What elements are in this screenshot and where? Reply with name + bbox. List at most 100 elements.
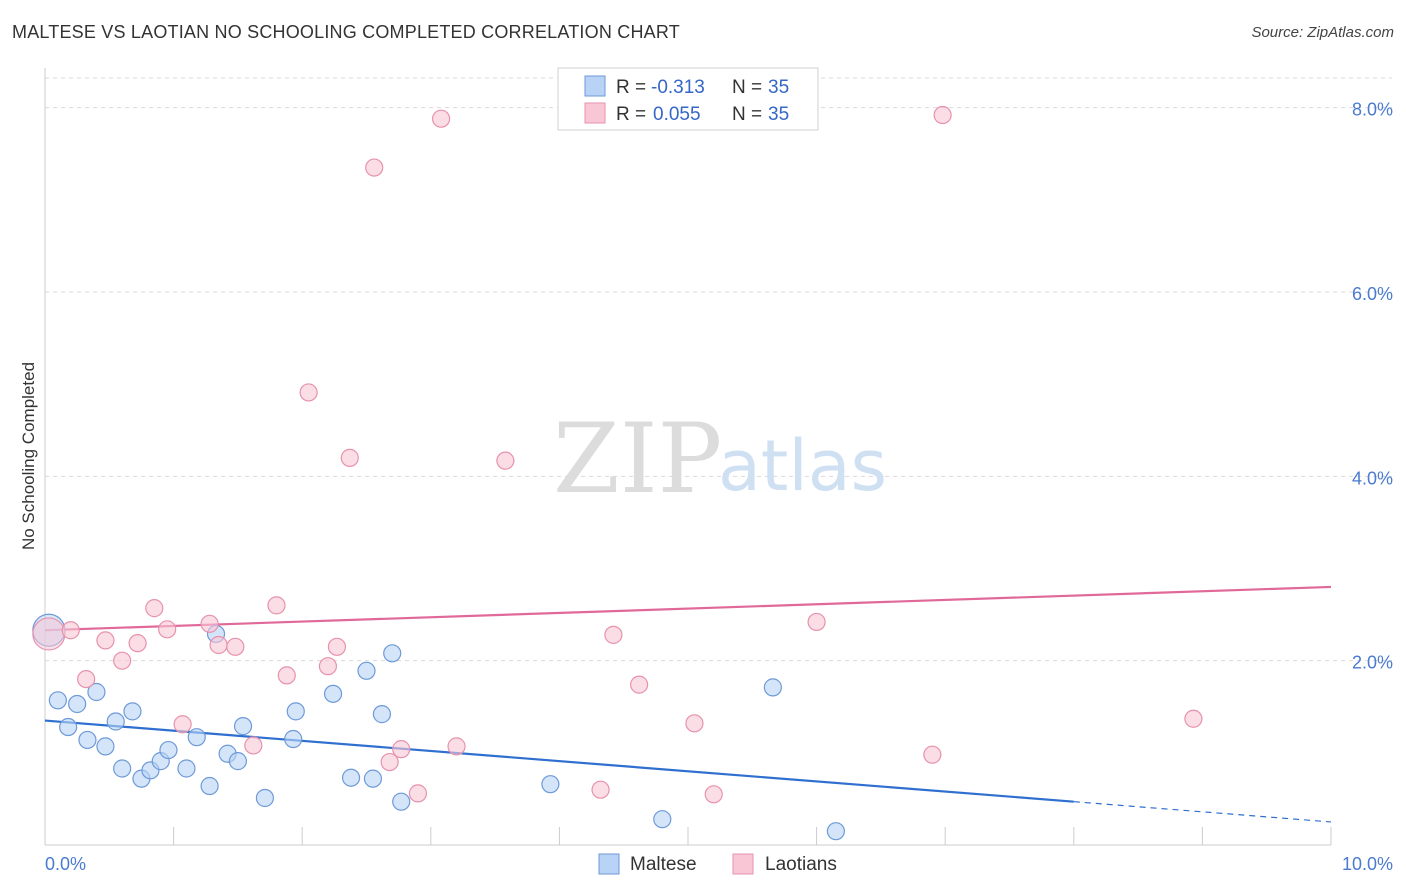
laotian-point (704, 785, 723, 804)
laotian-point (32, 617, 66, 651)
grid-layer (45, 77, 1392, 662)
laotian-point (318, 657, 338, 676)
correlation-legend: R = -0.313 N = 35 R = 0.055 N = 35 (557, 67, 819, 131)
legend-r-value-laotians: 0.055 (653, 104, 701, 125)
source-label: Source: ZipAtlas.com (1251, 24, 1394, 41)
legend-r-value-maltese: -0.313 (651, 77, 705, 98)
maltese-point (372, 705, 392, 724)
maltese-point (123, 702, 142, 721)
chart-title: MALTESE VS LAOTIAN NO SCHOOLING COMPLETE… (12, 22, 680, 42)
maltese-point (200, 776, 219, 796)
laotian-point (365, 158, 384, 177)
legend-n-value-maltese: 35 (768, 77, 789, 98)
maltese-point (113, 759, 132, 778)
maltese-point (228, 752, 247, 771)
maltese-point (826, 822, 845, 841)
laotian-point (496, 451, 515, 470)
laotian-point (200, 614, 219, 633)
laotian-point (209, 635, 228, 655)
laotian-point (431, 109, 451, 128)
bottom-legend-swatch-maltese (598, 853, 620, 875)
maltese-point (363, 769, 383, 788)
maltese-point (255, 788, 275, 808)
maltese-point (323, 684, 343, 703)
laotian-point (327, 637, 347, 656)
laotian-point (630, 675, 649, 694)
laotian-point (277, 666, 296, 685)
legend-swatch-maltese (584, 75, 606, 97)
laotian-point (591, 780, 610, 799)
y-axis-label: No Schooling Completed (19, 362, 38, 550)
laotian-point (923, 745, 942, 764)
maltese-point (78, 730, 97, 750)
maltese-point (177, 759, 196, 778)
maltese-point (87, 682, 106, 702)
maltese-point (187, 728, 206, 747)
laotian-point (158, 620, 177, 639)
laotian-point (408, 784, 428, 803)
legend-r-label-laotians: R = (616, 104, 646, 125)
maltese-point (653, 810, 672, 829)
maltese-point (96, 737, 115, 756)
watermark-zip: ZIP (553, 403, 722, 515)
laotian-trend-line (44, 585, 1332, 632)
laotian-point (447, 737, 466, 756)
maltese-point (392, 792, 411, 811)
watermark-atlas: atlas (718, 425, 887, 507)
maltese-point (383, 644, 402, 663)
laotian-point (933, 105, 952, 125)
maltese-trend-extension (1073, 801, 1332, 823)
bottom-legend-laotians: Laotians (765, 854, 837, 875)
y-tick-label: 2.0% (1352, 653, 1393, 673)
legend-n-value-laotians: 35 (768, 104, 789, 125)
maltese-point (341, 768, 361, 787)
bottom-legend-maltese: Maltese (630, 854, 697, 875)
x-tick-label-min: 0.0% (45, 854, 86, 874)
laotian-point (96, 631, 115, 650)
legend-n-label-maltese: N = (732, 77, 762, 98)
maltese-point (48, 691, 67, 710)
maltese-point (159, 740, 178, 760)
y-tick-label: 8.0% (1352, 100, 1393, 120)
bottom-legend-swatch-laotians (732, 853, 754, 875)
y-tick-label: 4.0% (1352, 468, 1393, 488)
watermark: ZIP atlas (553, 403, 887, 515)
trend-lines (44, 585, 1332, 823)
x-tick-label-max: 10.0% (1342, 854, 1393, 874)
maltese-point (233, 717, 253, 736)
laotian-point (1184, 709, 1203, 728)
laotian-point (226, 637, 245, 656)
maltese-point (68, 694, 87, 714)
laotian-point (128, 634, 147, 653)
tick-labels: 2.0% 4.0% 6.0% 8.0% 0.0% 10.0% (45, 100, 1393, 874)
laotian-point (392, 740, 411, 759)
laotian-point (113, 651, 132, 670)
laotian-point (299, 383, 318, 402)
maltese-point (286, 702, 305, 721)
axes-layer (44, 68, 1332, 846)
laotian-point (173, 715, 192, 734)
laotian-point (807, 612, 826, 632)
laotian-point (267, 596, 286, 615)
laotian-point (685, 714, 704, 733)
maltese-point (763, 678, 782, 697)
maltese-point (357, 661, 376, 680)
series-legend: Maltese Laotians (598, 853, 837, 875)
legend-swatch-laotians (584, 102, 606, 124)
maltese-trend-line (44, 719, 1074, 803)
laotian-point (340, 448, 359, 467)
maltese-point (284, 729, 303, 749)
points-layer (32, 105, 1203, 841)
laotian-point (145, 599, 164, 618)
laotian-point (77, 669, 96, 689)
legend-r-label-maltese: R = (616, 77, 646, 98)
maltese-point (541, 775, 560, 794)
laotian-point (244, 736, 263, 755)
maltese-point (59, 717, 78, 737)
legend-n-label-laotians: N = (732, 104, 762, 125)
laotian-point (380, 752, 399, 772)
y-tick-label: 6.0% (1352, 284, 1393, 304)
laotian-point (61, 621, 80, 640)
maltese-point (106, 712, 125, 731)
